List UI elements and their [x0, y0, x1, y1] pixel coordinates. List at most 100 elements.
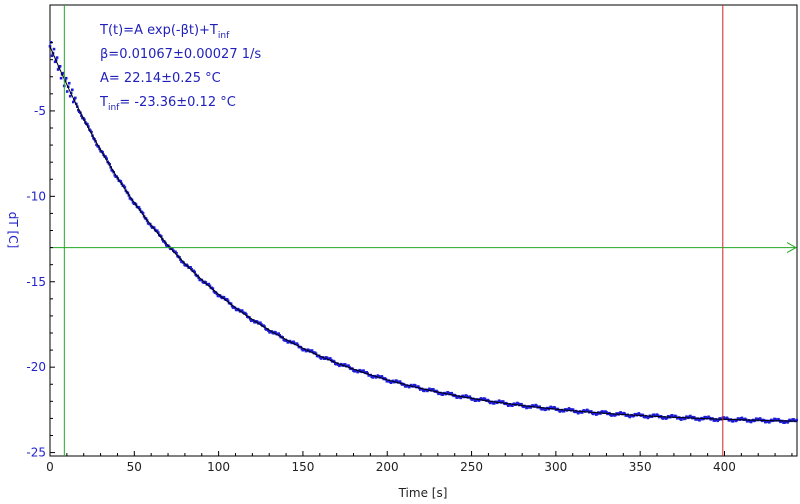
data-point — [792, 418, 795, 421]
x-tick-label: 50 — [127, 460, 142, 474]
annotation-line: β=0.01067±0.00027 1/s — [100, 47, 261, 62]
data-point — [656, 414, 660, 417]
x-tick-label: 100 — [207, 460, 230, 474]
data-point — [740, 416, 744, 420]
data-point — [571, 408, 575, 411]
annotation-line: Tinf= -23.36±0.12 °C — [99, 95, 236, 113]
data-point — [189, 266, 192, 269]
data-point — [240, 309, 244, 312]
data-point — [74, 96, 77, 100]
data-point — [67, 81, 71, 85]
data-point — [152, 226, 156, 230]
data-point — [599, 412, 602, 415]
x-tick-label: 350 — [629, 460, 652, 474]
data-point — [783, 421, 786, 424]
data-point — [86, 122, 89, 126]
x-tick-label: 300 — [544, 460, 567, 474]
data-point — [61, 71, 65, 75]
data-point — [207, 282, 211, 286]
data-point — [492, 402, 496, 405]
y-tick-label: -5 — [34, 104, 46, 118]
data-point — [55, 56, 59, 59]
data-point — [459, 396, 463, 400]
data-point — [483, 397, 487, 401]
data-point — [544, 408, 548, 411]
data-point — [233, 306, 237, 310]
data-point — [53, 60, 57, 64]
x-tick-label: 250 — [460, 460, 483, 474]
data-point — [665, 416, 669, 420]
data-point — [330, 358, 333, 362]
data-point — [362, 369, 365, 372]
data-point — [590, 410, 593, 413]
data-point — [190, 268, 193, 271]
data-point — [580, 411, 584, 414]
data-point — [65, 90, 69, 93]
data-point — [641, 413, 645, 417]
x-tick-label: 400 — [713, 460, 736, 474]
data-point — [344, 363, 347, 366]
data-point — [506, 402, 509, 406]
data-point — [56, 68, 60, 71]
x-tick-label: 0 — [46, 460, 54, 474]
data-point — [175, 252, 178, 255]
data-point — [605, 411, 608, 414]
data-point — [141, 212, 145, 215]
data-point — [562, 409, 566, 413]
data-point — [465, 394, 469, 398]
data-point — [596, 412, 599, 416]
data-point — [245, 313, 248, 316]
data-point — [398, 380, 402, 383]
data-point — [267, 329, 270, 332]
annotation-line: T(t)=A exp(-βt)+Tinf — [99, 23, 230, 41]
data-point — [50, 54, 54, 58]
x-axis-ticks: 0 50 100 150 200 250 300 350 400 — [46, 451, 793, 474]
data-point — [468, 395, 472, 398]
data-point — [623, 412, 626, 415]
data-point — [149, 224, 153, 228]
data-point — [535, 404, 538, 408]
data-point — [77, 108, 80, 112]
data-point — [380, 375, 384, 378]
data-point — [749, 420, 753, 424]
data-point — [553, 406, 557, 409]
data-point — [230, 304, 234, 308]
data-point — [486, 398, 490, 402]
data-point — [197, 276, 200, 280]
data-point — [131, 201, 135, 204]
data-point — [171, 247, 174, 250]
data-point — [101, 150, 104, 154]
data-point — [538, 405, 541, 408]
data-point — [59, 76, 63, 80]
data-point — [87, 125, 90, 128]
data-point — [758, 417, 762, 420]
data-point — [105, 157, 108, 160]
data-point — [155, 229, 159, 232]
data-point — [215, 292, 219, 296]
data-point — [137, 206, 141, 209]
data-point — [71, 88, 74, 92]
data-point — [113, 174, 117, 177]
data-point — [511, 404, 514, 407]
data-point — [285, 339, 288, 343]
data-point — [123, 186, 127, 189]
data-point — [395, 379, 399, 383]
data-point — [138, 208, 142, 211]
data-point — [244, 311, 247, 315]
cursor-arrow-icon — [786, 242, 798, 254]
data-point — [72, 100, 75, 104]
fit-curve — [49, 46, 797, 422]
data-point — [222, 296, 226, 299]
data-point — [263, 325, 266, 328]
data-point — [157, 231, 160, 234]
data-point — [292, 340, 296, 344]
fit-annotation: T(t)=A exp(-βt)+Tinf β=0.01067±0.00027 1/… — [99, 23, 261, 113]
data-point — [108, 163, 111, 166]
data-point — [58, 65, 62, 68]
x-axis-label: Time [s] — [398, 486, 448, 500]
x-tick-label: 150 — [291, 460, 314, 474]
data-point — [95, 143, 98, 146]
data-point — [259, 321, 262, 324]
data-point — [774, 417, 777, 421]
